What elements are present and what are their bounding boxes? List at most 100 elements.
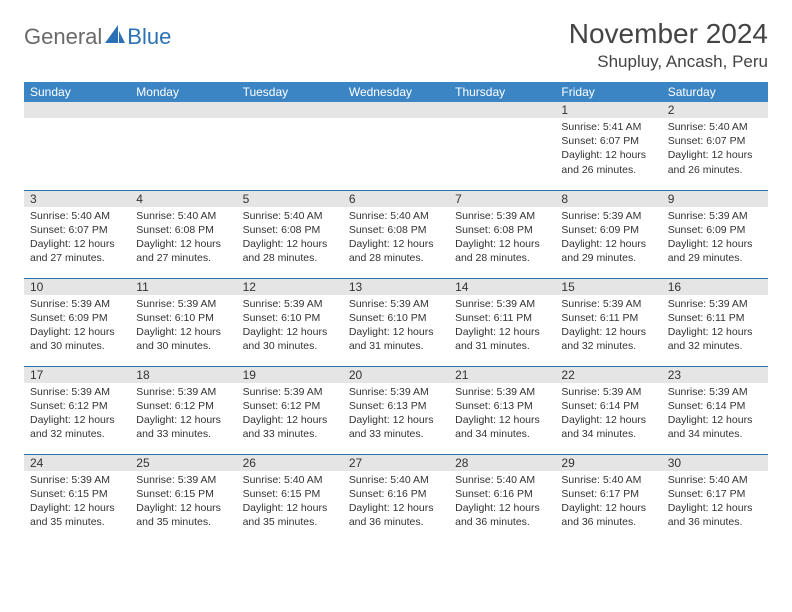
sunrise-text: Sunrise: 5:39 AM <box>243 297 337 311</box>
dayname-header: Thursday <box>449 82 555 102</box>
day-details: Sunrise: 5:39 AMSunset: 6:12 PMDaylight:… <box>237 383 343 446</box>
calendar-cell: 19Sunrise: 5:39 AMSunset: 6:12 PMDayligh… <box>237 366 343 454</box>
sunset-text: Sunset: 6:12 PM <box>136 399 230 413</box>
calendar-cell <box>237 102 343 190</box>
calendar-cell: 22Sunrise: 5:39 AMSunset: 6:14 PMDayligh… <box>555 366 661 454</box>
sunset-text: Sunset: 6:13 PM <box>455 399 549 413</box>
day-number: 16 <box>662 279 768 295</box>
sunrise-text: Sunrise: 5:40 AM <box>349 473 443 487</box>
calendar-cell: 30Sunrise: 5:40 AMSunset: 6:17 PMDayligh… <box>662 454 768 542</box>
day-details: Sunrise: 5:39 AMSunset: 6:10 PMDaylight:… <box>237 295 343 358</box>
sunrise-text: Sunrise: 5:39 AM <box>243 385 337 399</box>
day-details <box>237 118 343 124</box>
sunset-text: Sunset: 6:07 PM <box>561 134 655 148</box>
day-details: Sunrise: 5:40 AMSunset: 6:08 PMDaylight:… <box>343 207 449 270</box>
calendar-cell: 29Sunrise: 5:40 AMSunset: 6:17 PMDayligh… <box>555 454 661 542</box>
dayname-header: Friday <box>555 82 661 102</box>
calendar-cell: 16Sunrise: 5:39 AMSunset: 6:11 PMDayligh… <box>662 278 768 366</box>
day-number: 27 <box>343 455 449 471</box>
day-number <box>449 102 555 118</box>
sunrise-text: Sunrise: 5:39 AM <box>455 209 549 223</box>
sunset-text: Sunset: 6:15 PM <box>243 487 337 501</box>
calendar-cell: 12Sunrise: 5:39 AMSunset: 6:10 PMDayligh… <box>237 278 343 366</box>
daylight-text: Daylight: 12 hours and 35 minutes. <box>30 501 124 529</box>
calendar-cell: 13Sunrise: 5:39 AMSunset: 6:10 PMDayligh… <box>343 278 449 366</box>
day-number: 2 <box>662 102 768 118</box>
daylight-text: Daylight: 12 hours and 33 minutes. <box>349 413 443 441</box>
day-details <box>449 118 555 124</box>
day-details: Sunrise: 5:40 AMSunset: 6:15 PMDaylight:… <box>237 471 343 534</box>
day-number: 30 <box>662 455 768 471</box>
sunset-text: Sunset: 6:11 PM <box>561 311 655 325</box>
dayname-header: Sunday <box>24 82 130 102</box>
day-details: Sunrise: 5:39 AMSunset: 6:09 PMDaylight:… <box>24 295 130 358</box>
logo-sail-icon <box>104 24 126 50</box>
daylight-text: Daylight: 12 hours and 36 minutes. <box>668 501 762 529</box>
sunrise-text: Sunrise: 5:39 AM <box>349 297 443 311</box>
calendar-cell: 28Sunrise: 5:40 AMSunset: 6:16 PMDayligh… <box>449 454 555 542</box>
day-details: Sunrise: 5:39 AMSunset: 6:08 PMDaylight:… <box>449 207 555 270</box>
day-details: Sunrise: 5:39 AMSunset: 6:09 PMDaylight:… <box>662 207 768 270</box>
day-details: Sunrise: 5:39 AMSunset: 6:10 PMDaylight:… <box>130 295 236 358</box>
calendar-cell: 11Sunrise: 5:39 AMSunset: 6:10 PMDayligh… <box>130 278 236 366</box>
day-number: 13 <box>343 279 449 295</box>
day-details: Sunrise: 5:39 AMSunset: 6:12 PMDaylight:… <box>130 383 236 446</box>
daylight-text: Daylight: 12 hours and 26 minutes. <box>668 148 762 176</box>
sunrise-text: Sunrise: 5:39 AM <box>561 385 655 399</box>
daylight-text: Daylight: 12 hours and 30 minutes. <box>243 325 337 353</box>
calendar-cell: 25Sunrise: 5:39 AMSunset: 6:15 PMDayligh… <box>130 454 236 542</box>
day-number: 20 <box>343 367 449 383</box>
day-number: 8 <box>555 191 661 207</box>
sunrise-text: Sunrise: 5:40 AM <box>243 473 337 487</box>
title-month: November 2024 <box>569 18 768 50</box>
day-number: 19 <box>237 367 343 383</box>
calendar-cell: 27Sunrise: 5:40 AMSunset: 6:16 PMDayligh… <box>343 454 449 542</box>
brand-logo: General Blue <box>24 18 171 50</box>
sunrise-text: Sunrise: 5:39 AM <box>561 209 655 223</box>
calendar-cell: 5Sunrise: 5:40 AMSunset: 6:08 PMDaylight… <box>237 190 343 278</box>
day-number: 25 <box>130 455 236 471</box>
calendar-cell <box>24 102 130 190</box>
daylight-text: Daylight: 12 hours and 27 minutes. <box>30 237 124 265</box>
sunrise-text: Sunrise: 5:39 AM <box>30 297 124 311</box>
sunset-text: Sunset: 6:07 PM <box>668 134 762 148</box>
calendar-row: 3Sunrise: 5:40 AMSunset: 6:07 PMDaylight… <box>24 190 768 278</box>
sunset-text: Sunset: 6:14 PM <box>561 399 655 413</box>
daylight-text: Daylight: 12 hours and 31 minutes. <box>349 325 443 353</box>
sunrise-text: Sunrise: 5:39 AM <box>668 385 762 399</box>
sunrise-text: Sunrise: 5:39 AM <box>136 297 230 311</box>
daylight-text: Daylight: 12 hours and 32 minutes. <box>668 325 762 353</box>
day-details: Sunrise: 5:39 AMSunset: 6:11 PMDaylight:… <box>662 295 768 358</box>
day-details: Sunrise: 5:39 AMSunset: 6:15 PMDaylight:… <box>24 471 130 534</box>
logo-word-1: General <box>24 24 102 50</box>
sunrise-text: Sunrise: 5:39 AM <box>30 473 124 487</box>
sunset-text: Sunset: 6:09 PM <box>668 223 762 237</box>
sunset-text: Sunset: 6:12 PM <box>30 399 124 413</box>
dayname-header: Monday <box>130 82 236 102</box>
daylight-text: Daylight: 12 hours and 36 minutes. <box>561 501 655 529</box>
calendar-cell: 3Sunrise: 5:40 AMSunset: 6:07 PMDaylight… <box>24 190 130 278</box>
calendar-row: 1Sunrise: 5:41 AMSunset: 6:07 PMDaylight… <box>24 102 768 190</box>
daylight-text: Daylight: 12 hours and 28 minutes. <box>455 237 549 265</box>
day-details: Sunrise: 5:39 AMSunset: 6:13 PMDaylight:… <box>449 383 555 446</box>
calendar-cell: 14Sunrise: 5:39 AMSunset: 6:11 PMDayligh… <box>449 278 555 366</box>
day-details: Sunrise: 5:40 AMSunset: 6:07 PMDaylight:… <box>24 207 130 270</box>
day-details: Sunrise: 5:39 AMSunset: 6:13 PMDaylight:… <box>343 383 449 446</box>
sunrise-text: Sunrise: 5:40 AM <box>561 473 655 487</box>
sunrise-text: Sunrise: 5:39 AM <box>455 385 549 399</box>
dayname-header: Saturday <box>662 82 768 102</box>
day-details: Sunrise: 5:39 AMSunset: 6:11 PMDaylight:… <box>555 295 661 358</box>
sunset-text: Sunset: 6:15 PM <box>136 487 230 501</box>
sunrise-text: Sunrise: 5:40 AM <box>668 120 762 134</box>
sunset-text: Sunset: 6:11 PM <box>455 311 549 325</box>
calendar-table: Sunday Monday Tuesday Wednesday Thursday… <box>24 82 768 542</box>
daylight-text: Daylight: 12 hours and 36 minutes. <box>455 501 549 529</box>
day-details: Sunrise: 5:40 AMSunset: 6:16 PMDaylight:… <box>343 471 449 534</box>
calendar-page: General Blue November 2024 Shupluy, Anca… <box>0 0 792 552</box>
sunset-text: Sunset: 6:16 PM <box>349 487 443 501</box>
day-number: 24 <box>24 455 130 471</box>
day-details: Sunrise: 5:39 AMSunset: 6:10 PMDaylight:… <box>343 295 449 358</box>
sunset-text: Sunset: 6:15 PM <box>30 487 124 501</box>
day-number: 3 <box>24 191 130 207</box>
logo-word-2: Blue <box>127 24 171 50</box>
